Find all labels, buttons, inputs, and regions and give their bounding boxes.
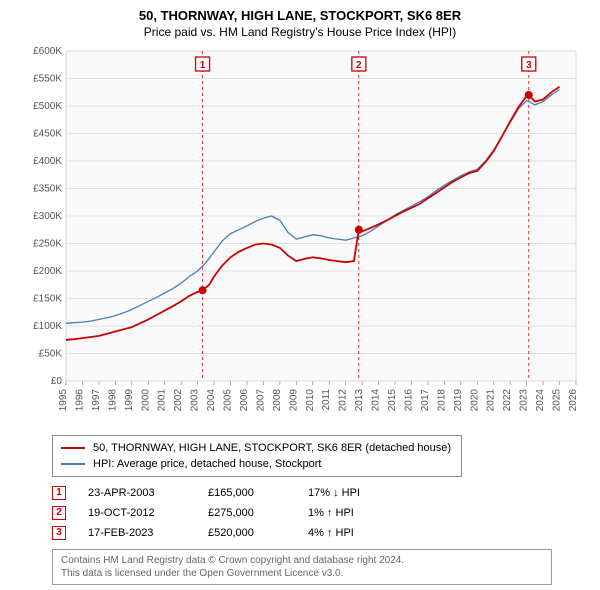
svg-text:2021: 2021 xyxy=(486,389,497,412)
event-price-1: £165,000 xyxy=(208,483,308,503)
svg-text:£250K: £250K xyxy=(33,239,62,250)
svg-text:2011: 2011 xyxy=(321,389,332,411)
attribution-line-2: This data is licensed under the Open Gov… xyxy=(61,567,543,580)
legend-swatch-2 xyxy=(61,463,85,465)
svg-text:£100K: £100K xyxy=(33,321,62,332)
svg-text:2008: 2008 xyxy=(272,389,283,412)
event-pct-3: 4% ↑ HPI xyxy=(308,523,418,543)
legend-label-2: HPI: Average price, detached house, Stoc… xyxy=(93,456,322,472)
svg-text:2017: 2017 xyxy=(420,389,431,412)
svg-text:2005: 2005 xyxy=(223,389,234,412)
events-table: 1 23-APR-2003 £165,000 17% ↓ HPI 2 19-OC… xyxy=(52,483,588,543)
svg-text:£450K: £450K xyxy=(33,129,62,140)
event-price-2: £275,000 xyxy=(208,503,308,523)
svg-text:2023: 2023 xyxy=(519,389,530,412)
svg-text:£550K: £550K xyxy=(33,74,62,85)
legend-label-1: 50, THORNWAY, HIGH LANE, STOCKPORT, SK6 … xyxy=(93,440,451,456)
svg-text:2016: 2016 xyxy=(403,389,414,412)
chart-title: 50, THORNWAY, HIGH LANE, STOCKPORT, SK6 … xyxy=(12,8,588,23)
svg-text:2025: 2025 xyxy=(552,389,563,412)
event-row-2: 2 19-OCT-2012 £275,000 1% ↑ HPI xyxy=(52,503,588,523)
svg-text:1995: 1995 xyxy=(58,389,69,412)
svg-text:2006: 2006 xyxy=(239,389,250,412)
svg-text:2: 2 xyxy=(356,60,362,71)
event-pct-1: 17% ↓ HPI xyxy=(308,483,418,503)
event-price-3: £520,000 xyxy=(208,523,308,543)
svg-text:2018: 2018 xyxy=(436,389,447,412)
svg-text:2015: 2015 xyxy=(387,389,398,412)
svg-text:£400K: £400K xyxy=(33,156,62,167)
legend-swatch-1 xyxy=(61,447,85,449)
svg-text:2002: 2002 xyxy=(173,389,184,412)
svg-text:2026: 2026 xyxy=(568,389,579,412)
chart-area: £0 £50K £100K £150K £200K £250K £300K £350K £400… xyxy=(20,47,580,427)
chart-svg: £0 £50K £100K £150K £200K £250K £300K £350K £400… xyxy=(20,47,580,427)
svg-text:£50K: £50K xyxy=(39,349,63,360)
event-date-2: 19-OCT-2012 xyxy=(88,503,208,523)
svg-text:1: 1 xyxy=(200,60,206,71)
legend-row-2: HPI: Average price, detached house, Stoc… xyxy=(61,456,453,472)
svg-text:2024: 2024 xyxy=(535,389,546,412)
event-date-1: 23-APR-2003 xyxy=(88,483,208,503)
event-row-3: 3 17-FEB-2023 £520,000 4% ↑ HPI xyxy=(52,523,588,543)
svg-text:£200K: £200K xyxy=(33,266,62,277)
svg-text:1998: 1998 xyxy=(107,389,118,412)
svg-text:2009: 2009 xyxy=(288,389,299,412)
svg-text:3: 3 xyxy=(526,60,532,71)
event-badge-1: 1 xyxy=(52,486,66,500)
svg-text:£300K: £300K xyxy=(33,211,62,222)
chart-subtitle: Price paid vs. HM Land Registry's House … xyxy=(12,25,588,39)
event-badge-2: 2 xyxy=(52,506,66,520)
svg-text:2014: 2014 xyxy=(371,389,382,412)
svg-text:2003: 2003 xyxy=(190,389,201,412)
event-pct-2: 1% ↑ HPI xyxy=(308,503,418,523)
svg-text:2022: 2022 xyxy=(502,389,513,412)
svg-text:2020: 2020 xyxy=(469,389,480,412)
svg-text:1997: 1997 xyxy=(91,389,102,412)
svg-text:2012: 2012 xyxy=(338,389,349,412)
event-badge-3: 3 xyxy=(52,526,66,540)
svg-text:1999: 1999 xyxy=(124,389,135,412)
svg-text:£0: £0 xyxy=(51,376,63,387)
svg-text:£500K: £500K xyxy=(33,101,62,112)
svg-text:£600K: £600K xyxy=(33,47,62,57)
svg-text:2004: 2004 xyxy=(206,389,217,412)
svg-text:2001: 2001 xyxy=(157,389,168,412)
svg-text:2007: 2007 xyxy=(255,389,266,412)
svg-text:2000: 2000 xyxy=(140,389,151,412)
svg-text:2013: 2013 xyxy=(354,389,365,412)
attribution-box: Contains HM Land Registry data © Crown c… xyxy=(52,549,552,585)
svg-text:2019: 2019 xyxy=(453,389,464,412)
svg-text:1996: 1996 xyxy=(74,389,85,412)
svg-text:2010: 2010 xyxy=(305,389,316,412)
legend-box: 50, THORNWAY, HIGH LANE, STOCKPORT, SK6 … xyxy=(52,435,462,477)
event-date-3: 17-FEB-2023 xyxy=(88,523,208,543)
event-row-1: 1 23-APR-2003 £165,000 17% ↓ HPI xyxy=(52,483,588,503)
legend-row-1: 50, THORNWAY, HIGH LANE, STOCKPORT, SK6 … xyxy=(61,440,453,456)
svg-text:£350K: £350K xyxy=(33,184,62,195)
attribution-line-1: Contains HM Land Registry data © Crown c… xyxy=(61,554,543,567)
svg-text:£150K: £150K xyxy=(33,294,62,305)
chart-container: 50, THORNWAY, HIGH LANE, STOCKPORT, SK6 … xyxy=(0,0,600,590)
